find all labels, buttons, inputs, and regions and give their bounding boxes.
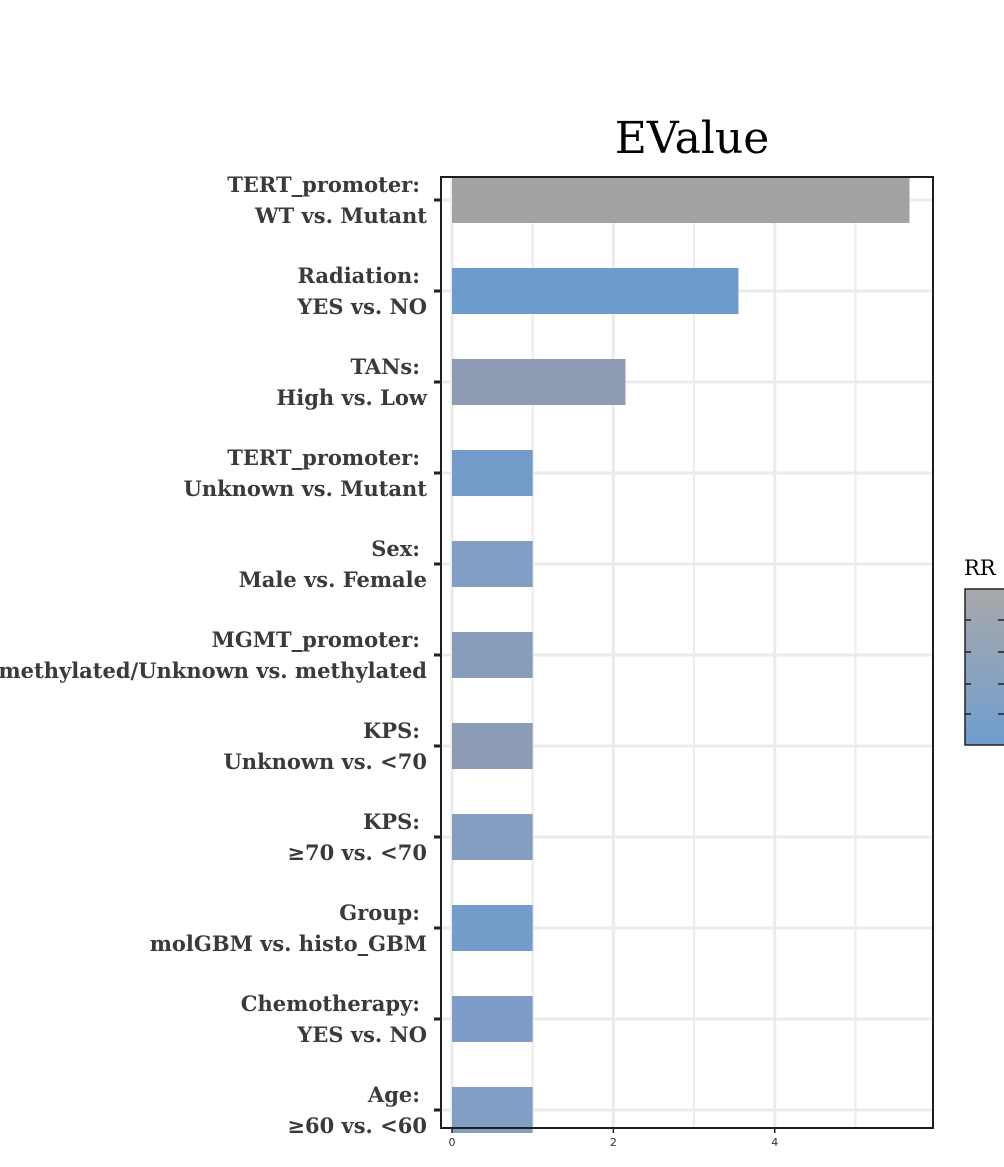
category-label-line2: High vs. Low	[276, 385, 428, 410]
legend-ticks	[965, 619, 1004, 715]
category-label-line2: YES vs. NO	[296, 294, 427, 319]
legend-colorbar	[964, 588, 1004, 746]
bar	[452, 268, 739, 314]
category-label-line2: YES vs. NO	[296, 1022, 427, 1047]
bar	[452, 632, 533, 678]
category-label-line1: Group:	[339, 900, 420, 925]
category-label-line2: Male vs. Female	[239, 567, 427, 592]
chart-title: EValue	[615, 113, 770, 164]
bar	[452, 177, 910, 223]
bars	[452, 177, 910, 1133]
category-label-line2: WT vs. Mutant	[254, 203, 427, 228]
plot-panel	[440, 176, 934, 1129]
category-label-line2: ≥70 vs. <70	[287, 840, 427, 865]
category-label-line2: ≥60 vs. <60	[287, 1113, 427, 1138]
legend-title: RR	[964, 556, 997, 580]
bar	[452, 359, 626, 405]
bar	[452, 723, 533, 769]
bar	[452, 905, 533, 951]
category-label-line1: Chemotherapy:	[241, 991, 420, 1016]
x-tick-label: 2	[610, 1136, 617, 1149]
bar	[452, 1087, 533, 1133]
category-label-line1: KPS:	[363, 718, 420, 743]
category-label-line1: KPS:	[363, 809, 420, 834]
legend: RR	[964, 556, 1004, 746]
category-label-line1: TANs:	[350, 354, 420, 379]
category-labels: TERT_promoter: WT vs. Mutant Radiation: YES…	[0, 172, 441, 1138]
category-label-line1: MGMT_promoter:	[212, 627, 420, 652]
category-label-line2: Unknown vs. <70	[223, 749, 427, 774]
category-label-line1: TERT_promoter:	[227, 172, 420, 197]
category-label-line1: Radiation:	[297, 263, 420, 288]
category-label-line1: Age:	[367, 1082, 420, 1107]
category-label-line2: molGBM vs. histo_GBM	[150, 931, 427, 956]
category-label-line2: Unknown vs. Mutant	[184, 476, 428, 501]
bar	[452, 814, 533, 860]
category-label-line2: un−methylated/Unknown vs. methylated	[0, 658, 427, 683]
bar	[452, 450, 533, 496]
x-tick-label: 0	[449, 1136, 456, 1149]
bar	[452, 996, 533, 1042]
bar	[452, 541, 533, 587]
x-tick-label: 4	[771, 1136, 778, 1149]
x-axis-ticks: 0 2 4	[449, 1128, 778, 1149]
category-label-line1: TERT_promoter:	[227, 445, 420, 470]
category-label-line1: Sex:	[371, 536, 420, 561]
